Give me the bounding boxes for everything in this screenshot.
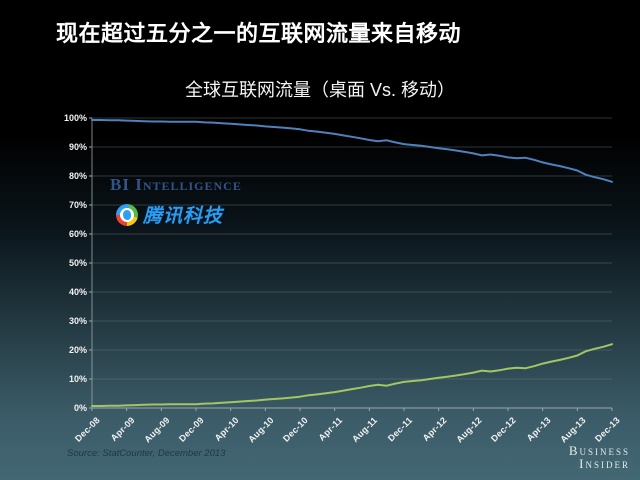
y-tick-label: 10% [68, 374, 87, 384]
desktop-line [91, 119, 613, 183]
tencent-tech-logo: 腾讯科技 [116, 201, 223, 228]
bi-intelligence-watermark: BI Intelligence [110, 175, 242, 194]
y-tick-label: 70% [68, 200, 87, 210]
chart-title: 全球互联网流量（桌面 Vs. 移动） [184, 80, 455, 100]
y-tick-label: 100% [63, 113, 87, 123]
brand-line-business: Business [568, 443, 630, 458]
y-tick-label: 80% [68, 171, 87, 181]
mobile-line [91, 343, 613, 407]
tencent-globe-icon [116, 203, 138, 226]
y-tick-label: 30% [68, 316, 87, 326]
slide-title: 现在超过五分之一的互联网流量来自移动 [56, 21, 462, 46]
tencent-logo-text: 腾讯科技 [143, 206, 224, 227]
source-note: Source: StatCounter, December 2013 [67, 448, 226, 459]
y-tick-label: 50% [68, 258, 87, 268]
y-tick-label: 20% [68, 345, 87, 355]
y-tick-label: 0% [73, 403, 87, 413]
business-insider-logo: Business Insider [569, 444, 630, 470]
y-tick-label: 40% [68, 287, 87, 297]
y-tick-label: 60% [68, 229, 87, 239]
brand-line-insider: Insider [579, 456, 630, 471]
y-tick-label: 90% [68, 142, 87, 152]
